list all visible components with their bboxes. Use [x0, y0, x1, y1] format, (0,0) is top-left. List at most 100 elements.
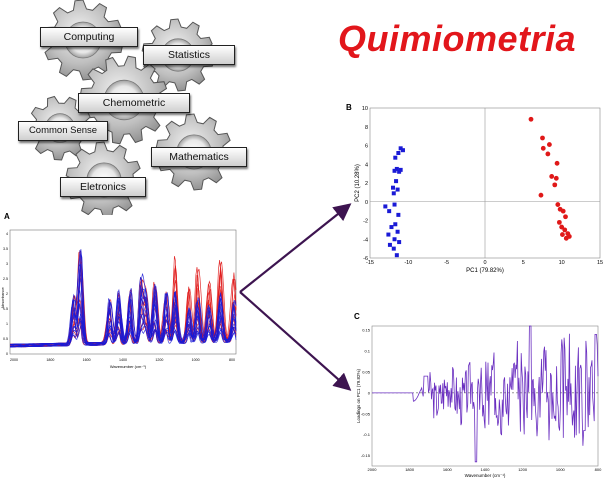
score-point-circle [559, 224, 565, 230]
loadings-line [372, 325, 599, 463]
gear-label-common-sense: Common Sense [18, 121, 108, 141]
score-point-circle [553, 175, 559, 181]
panel-a-ytick: 2.5 [3, 277, 8, 281]
panel-a-frame [9, 229, 237, 355]
score-point-circle [538, 192, 544, 198]
panel-a-xtick: 1000 [192, 358, 200, 362]
panel-c-letter: C [354, 312, 360, 321]
panel-b-xtick: -10 [404, 260, 412, 266]
score-point-square [396, 151, 401, 155]
panel-a-ytick: 4 [6, 232, 8, 236]
panel-a-xtick: 2000 [10, 358, 18, 362]
panel-a-ytick: 3.5 [3, 247, 8, 251]
panel-a-xtick: 1200 [155, 358, 163, 362]
panel-b-xlabel: PC1 (79.82%) [466, 268, 504, 274]
arrow-to-pca [239, 203, 352, 293]
panel-c-xlabel: Wavenumber (cm⁻¹) [465, 473, 506, 478]
panel-a-xtick: 1600 [83, 358, 91, 362]
score-point-circle [556, 219, 562, 225]
score-point-square [398, 146, 403, 151]
panel-c-xtick: 1600 [443, 467, 453, 472]
score-point-square [398, 167, 403, 172]
score-point-circle [555, 202, 561, 207]
spectrum-blue [9, 249, 237, 347]
score-point-circle [540, 135, 545, 141]
gear-label-eletronics: Eletronics [60, 177, 146, 197]
panel-b-xtick: 10 [559, 260, 565, 266]
score-point-square [396, 212, 401, 217]
arrows [239, 203, 352, 391]
score-point-square [394, 253, 399, 258]
panel-a-xlabel: Wavenumber (cm⁻¹) [110, 364, 147, 369]
panel-b-ytick: 8 [365, 125, 368, 131]
score-point-circle [560, 208, 566, 214]
score-point-circle [545, 151, 551, 157]
panel-c-xtick: 1800 [405, 467, 415, 472]
panel-a-letter: A [4, 212, 10, 221]
score-point-circle [552, 182, 558, 188]
panel-b-ytick: 0 [365, 200, 368, 206]
score-point-square [392, 237, 397, 242]
score-point-square [395, 229, 400, 234]
gear-label-mathematics: Mathematics [151, 147, 247, 167]
panel-b-ytick: 6 [365, 144, 368, 150]
panel-c-ytick: -0.05 [361, 411, 371, 416]
panel-c-ytick: 0.1 [364, 349, 370, 354]
score-point-square [392, 202, 397, 207]
score-point-square [400, 148, 405, 153]
score-point-circle [549, 174, 555, 179]
gear-label-statistics: Statistics [143, 45, 235, 65]
panel-b-letter: B [346, 103, 352, 112]
score-point-circle [562, 227, 568, 233]
score-point-square [393, 155, 398, 160]
score-point-circle [547, 142, 552, 147]
panel-c-frame [371, 325, 599, 467]
panel-b-xtick: -5 [444, 260, 449, 266]
score-point-square [395, 187, 400, 192]
panel-a-spectra: Absorbance Wavenumber (cm⁻¹) 2000 1800 160… [0, 229, 237, 369]
panel-a-ytick: 1 [6, 322, 8, 326]
panel-c-ytick: -0.15 [361, 453, 371, 458]
panel-a-ytick: 3 [6, 262, 8, 266]
score-point-square [394, 179, 399, 184]
panel-c-ytick: -0.1 [363, 432, 371, 437]
panel-c-xtick: 800 [595, 467, 602, 472]
panel-c-ytick: 0 [368, 390, 371, 395]
score-point-square [387, 242, 392, 247]
panel-a-ytick: 0.5 [3, 337, 8, 341]
arrow-to-loadings [239, 291, 352, 391]
panel-b-ytick: 2 [365, 181, 368, 187]
gear-label-chemometric: Chemometric [78, 93, 190, 113]
score-point-circle [560, 232, 565, 237]
panel-a-ylabel: Absorbance [0, 287, 5, 309]
score-point-square [391, 191, 396, 196]
panel-b-xtick: 15 [597, 260, 603, 266]
panel-b-ytick: 4 [365, 162, 368, 168]
score-point-circle [540, 145, 546, 151]
panel-c-loadings-plot: Loadings on PC1 (79.82%) Wavenumber (cm⁻… [356, 325, 602, 478]
panel-b-ytick: -6 [363, 256, 368, 262]
score-point-square [389, 225, 394, 230]
spectrum-blue [9, 273, 237, 348]
panel-c-xtick: 1400 [481, 467, 491, 472]
panel-b-ytick: 10 [362, 106, 368, 112]
panel-c-ytick: 0.15 [362, 328, 371, 333]
panel-c-xtick: 2000 [368, 467, 378, 472]
panel-b-xtick: -15 [366, 260, 374, 266]
panel-b-scores-plot: PC2 (10.28%) PC1 (79.82%) -15 -10 -5 0 5 10 15… [355, 106, 603, 274]
score-point-square [393, 222, 398, 227]
panel-c-xtick: 1000 [556, 467, 566, 472]
score-point-square [391, 185, 395, 190]
spectrum-blue [10, 276, 237, 347]
panel-b-xtick: 5 [522, 260, 525, 266]
panel-c-ytick: 0.05 [362, 369, 371, 374]
score-point-square [394, 166, 399, 171]
score-point-circle [563, 214, 568, 220]
panel-a-xtick: 1800 [46, 358, 54, 362]
panel-a-ytick: 1.5 [3, 307, 8, 311]
score-point-square [397, 240, 402, 245]
score-point-square [386, 232, 391, 237]
panel-c-xtick: 1200 [518, 467, 528, 472]
spectrum-blue [9, 291, 237, 347]
score-point-circle [528, 116, 534, 122]
